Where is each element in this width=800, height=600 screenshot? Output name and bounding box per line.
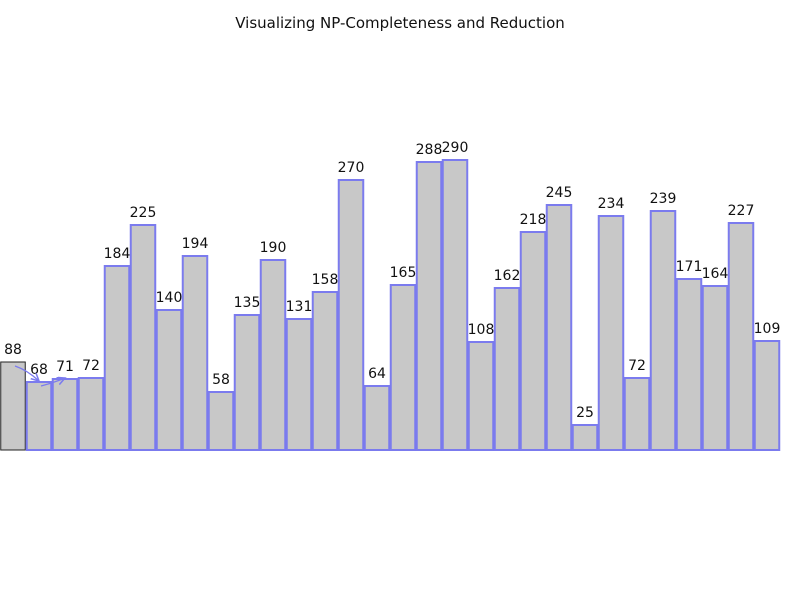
bar-value-label: 64 xyxy=(368,366,386,382)
bar xyxy=(129,224,157,451)
bar xyxy=(441,159,469,451)
bar-value-label: 290 xyxy=(442,140,469,156)
bar-value-label: 227 xyxy=(728,203,755,219)
bar xyxy=(311,291,339,451)
bar-value-label: 88 xyxy=(4,342,22,358)
bar xyxy=(389,284,417,451)
bar-value-label: 171 xyxy=(676,259,703,275)
bar-value-label: 164 xyxy=(702,266,729,282)
bar-value-label: 218 xyxy=(520,212,547,228)
bar xyxy=(545,204,573,451)
bar xyxy=(675,278,703,451)
bar-value-label: 25 xyxy=(576,405,594,421)
bar-value-label: 140 xyxy=(156,290,183,306)
bar-value-label: 72 xyxy=(82,358,100,374)
chart-title: Visualizing NP-Completeness and Reductio… xyxy=(235,14,565,32)
bar-value-label: 270 xyxy=(338,160,365,176)
bar-value-label: 194 xyxy=(182,236,209,252)
bar-value-label: 239 xyxy=(650,191,677,207)
bar xyxy=(571,424,599,451)
bar-value-label: 131 xyxy=(286,299,313,315)
bar-value-label: 165 xyxy=(390,265,417,281)
bar xyxy=(77,377,105,451)
bar xyxy=(519,231,547,451)
bar-value-label: 109 xyxy=(754,321,781,337)
bar xyxy=(467,341,495,451)
bar xyxy=(181,255,209,451)
bar xyxy=(701,285,729,451)
bar-value-label: 234 xyxy=(598,196,625,212)
bar xyxy=(155,309,183,451)
bar-value-label: 135 xyxy=(234,295,261,311)
bar xyxy=(337,179,365,451)
comparison-arrow xyxy=(14,365,39,381)
bar-value-label: 184 xyxy=(104,246,131,262)
bar xyxy=(493,287,521,451)
bar-highlighted xyxy=(0,361,26,451)
bar xyxy=(207,391,235,451)
bar xyxy=(285,318,313,451)
bar xyxy=(597,215,625,451)
bar xyxy=(103,265,131,451)
bar xyxy=(363,385,391,451)
bar-value-label: 108 xyxy=(468,322,495,338)
bar-value-label: 72 xyxy=(628,358,646,374)
comparison-arrow xyxy=(40,378,65,387)
bar xyxy=(233,314,261,451)
bar xyxy=(259,259,287,451)
bar-value-label: 158 xyxy=(312,272,339,288)
bar xyxy=(415,161,443,451)
bar-value-label: 288 xyxy=(416,142,443,158)
bar-value-label: 245 xyxy=(546,185,573,201)
bar xyxy=(727,222,755,451)
bar-value-label: 71 xyxy=(56,359,74,375)
bar-value-label: 58 xyxy=(212,372,230,388)
bar-value-label: 190 xyxy=(260,240,287,256)
bar xyxy=(51,378,79,451)
bar-value-label: 162 xyxy=(494,268,521,284)
bar xyxy=(25,381,53,451)
bar xyxy=(649,210,677,451)
bar xyxy=(753,340,781,451)
bar xyxy=(623,377,651,451)
bar-value-label: 225 xyxy=(130,205,157,221)
